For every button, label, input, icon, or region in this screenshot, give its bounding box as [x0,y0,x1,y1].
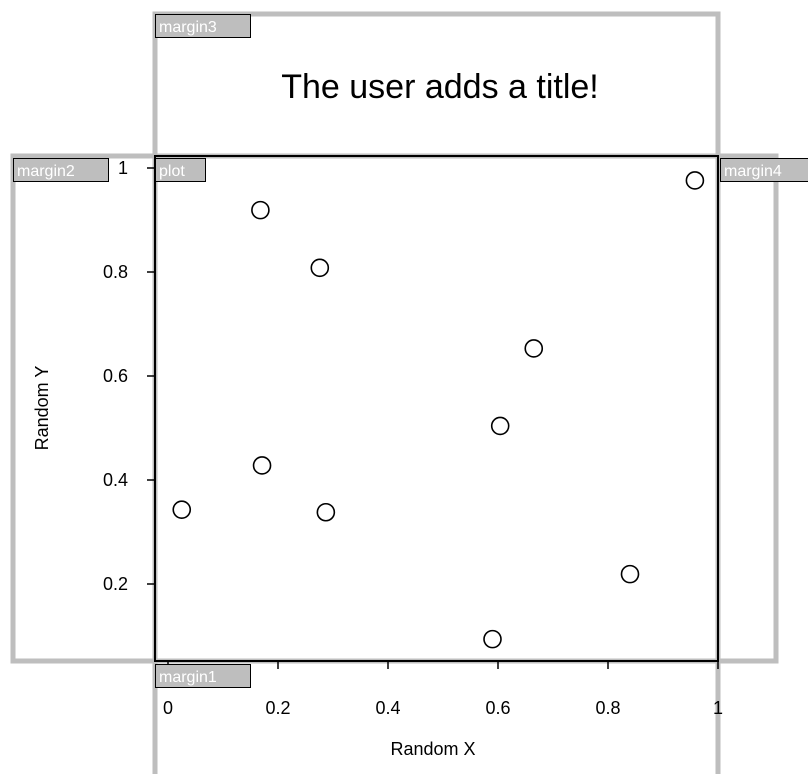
y-tick-label: 1 [118,158,128,178]
margin1-tag-bg [155,664,251,688]
data-point [490,416,510,436]
data-point [524,339,544,358]
x-axis-title: Random X [390,739,475,759]
margin1-tag: margin1 [155,664,251,688]
y-ticks: 0.2 0.4 0.6 0.8 1 [103,158,155,594]
y-axis: 0.2 0.4 0.6 0.8 1 [103,158,156,594]
margin4-tag: margin4 [720,158,808,182]
data-point [685,171,705,190]
data-point [252,456,272,475]
y-tick-label: 0.6 [103,366,128,386]
margin4-tag-bg [720,158,808,182]
plot-tag: plot [155,158,206,182]
y-tick-label: 0.4 [103,470,128,490]
x-tick-label: 0 [163,698,173,718]
plot-region-frame [152,153,721,664]
margin3-tag: margin3 [155,14,251,38]
data-point [251,200,270,220]
x-ticks: 0 0.2 0.4 0.6 0.8 1 [163,661,723,718]
data-point [310,258,330,278]
chart-title: The user adds a title! [281,68,599,106]
plot-tag-label: plot [159,163,185,180]
margin2-tag-label: margin2 [17,163,75,180]
margin4-region-frame [715,153,779,664]
data-points [172,171,705,649]
x-axis: 0 0.2 0.4 0.6 0.8 1 [163,660,723,718]
data-point [620,564,640,584]
data-point [316,502,336,522]
margin2-tag-bg [13,158,109,182]
x-tick-label: 1 [713,698,723,718]
x-tick-label: 0.6 [485,698,510,718]
data-point [172,500,192,519]
margin3-tag-bg [155,14,251,38]
data-point [483,629,502,649]
x-tick-label: 0.4 [375,698,400,718]
margin2-tag: margin2 [13,158,109,182]
y-axis-title: Random Y [32,366,52,451]
margin4-tag-label: margin4 [724,163,782,180]
plot-tag-bg [155,158,206,182]
x-tick-label: 0.2 [265,698,290,718]
region-tags: margin3 margin2 plot margin4 margin1 [13,14,808,688]
x-tick-label: 0.8 [595,698,620,718]
y-tick-label: 0.8 [103,262,128,282]
y-tick-label: 0.2 [103,574,128,594]
plot-box [154,155,719,662]
margin3-tag-label: margin3 [159,19,217,36]
margin1-tag-label: margin1 [159,669,217,686]
